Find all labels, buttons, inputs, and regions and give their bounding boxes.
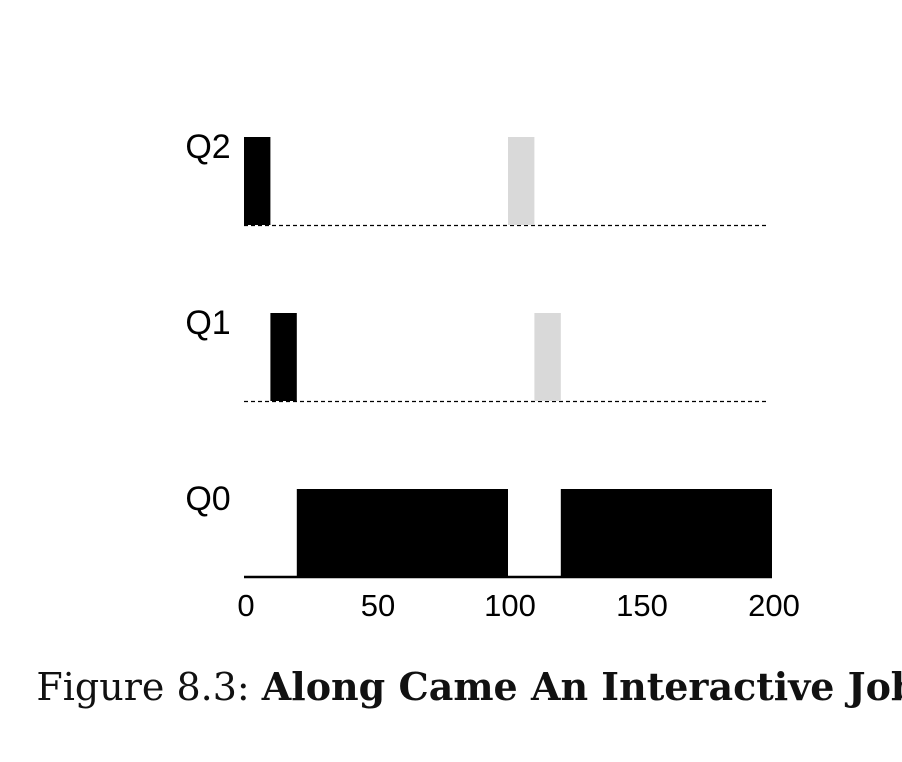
queue-label-q0: Q0 [185,480,230,518]
x-tick-label-200: 200 [748,588,800,623]
job-bar-q0-120-200 [560,489,772,577]
job-bar-q1-10-20 [270,313,297,401]
x-tick-label-100: 100 [484,588,536,623]
x-tick-label-50: 50 [361,588,395,623]
x-axis: 0 50 100 150 200 [237,575,800,623]
job-bars [244,137,772,577]
queue-label-q1: Q1 [185,304,230,342]
job-bar-q1-110-120 [534,313,561,401]
queue-separators [244,224,767,403]
job-bar-q2-0-10 [244,137,271,225]
queue-labels: Q2 Q1 Q0 [185,128,230,518]
job-bar-q2-100-110 [508,137,535,225]
x-tick-label-150: 150 [616,588,668,623]
x-tick-label-0: 0 [237,588,254,623]
figure-caption-title: Along Came An Interactive Job [261,664,902,709]
figure-caption: Figure 8.3: Along Came An Interactive Jo… [0,664,902,709]
queue-label-q2: Q2 [185,128,230,166]
job-bar-q0-20-100 [296,489,508,577]
figure-caption-prefix: Figure 8.3: [36,665,262,709]
mlfq-chart: Q2 Q1 Q0 0 50 100 150 200 [185,128,800,623]
